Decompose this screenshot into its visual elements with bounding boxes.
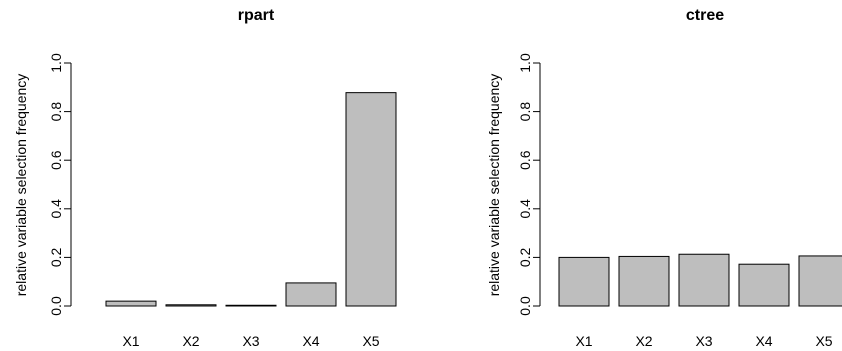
- category-label: X2: [182, 333, 199, 349]
- bar-X3: [225, 304, 277, 307]
- y-axis-label: relative variable selection frequency: [486, 74, 502, 297]
- y-tick-label: 0.2: [517, 247, 533, 267]
- chart-panel-ctree: ctree relative variable selection frequen…: [486, 7, 842, 349]
- y-tick-label: 0.0: [48, 296, 64, 316]
- bar-X5: [345, 92, 397, 307]
- y-tick-label: 0.6: [48, 150, 64, 170]
- bar-X2: [618, 255, 670, 307]
- bar-X1: [558, 256, 610, 307]
- bar-X3: [678, 253, 730, 307]
- y-tick-label: 1.0: [517, 53, 533, 73]
- chart-title: ctree: [686, 7, 724, 24]
- category-label: X3: [242, 333, 259, 349]
- y-tick-label: 0.4: [517, 199, 533, 219]
- category-label: X5: [815, 333, 832, 349]
- bar-X5: [798, 255, 842, 307]
- bar-X2: [165, 304, 217, 307]
- category-label: X4: [755, 333, 772, 349]
- y-tick-label: 0.2: [48, 247, 64, 267]
- bar-X4: [738, 263, 790, 307]
- y-axis-label: relative variable selection frequency: [13, 74, 29, 297]
- bar-X1: [105, 300, 157, 307]
- chart-panel-rpart: rpart relative variable selection frequen…: [13, 7, 397, 349]
- chart-title: rpart: [238, 7, 275, 24]
- category-label: X1: [122, 333, 139, 349]
- category-label: X2: [635, 333, 652, 349]
- y-tick-label: 0.6: [517, 150, 533, 170]
- y-tick-label: 1.0: [48, 53, 64, 73]
- category-label: X5: [362, 333, 379, 349]
- y-tick-label: 0.4: [48, 199, 64, 219]
- y-tick-label: 0.8: [48, 102, 64, 122]
- y-tick-label: 0.0: [517, 296, 533, 316]
- category-label: X4: [302, 333, 319, 349]
- y-tick-label: 0.8: [517, 102, 533, 122]
- category-label: X3: [695, 333, 712, 349]
- category-label: X1: [575, 333, 592, 349]
- bar-X4: [285, 282, 337, 307]
